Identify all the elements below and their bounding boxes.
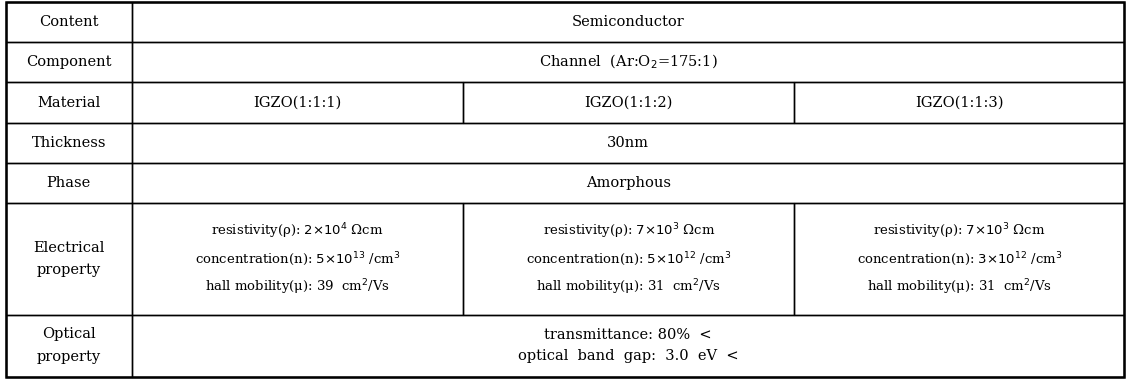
Bar xyxy=(794,82,1124,123)
Text: Optical
property: Optical property xyxy=(37,327,101,364)
Bar xyxy=(132,315,1124,377)
Bar xyxy=(6,123,132,163)
Bar xyxy=(6,163,132,203)
Bar xyxy=(132,123,1124,163)
Bar xyxy=(132,42,1124,82)
Text: hall mobility(μ): 31  cm$^2$/Vs: hall mobility(μ): 31 cm$^2$/Vs xyxy=(867,277,1052,297)
Bar xyxy=(463,203,794,315)
Text: concentration(n): $3{\times}10^{12}$ /cm$^3$: concentration(n): $3{\times}10^{12}$ /cm… xyxy=(857,250,1062,268)
Text: transmittance: 80%  <: transmittance: 80% < xyxy=(545,329,712,343)
Text: optical  band  gap:  3.0  eV  <: optical band gap: 3.0 eV < xyxy=(518,349,739,363)
Bar xyxy=(132,163,1124,203)
Text: resistivity(ρ): $7{\times}10^3$ Ωcm: resistivity(ρ): $7{\times}10^3$ Ωcm xyxy=(873,221,1045,241)
Text: resistivity(ρ): $2{\times}10^4$ Ωcm: resistivity(ρ): $2{\times}10^4$ Ωcm xyxy=(211,221,384,241)
Text: Content: Content xyxy=(40,15,98,29)
Text: resistivity(ρ): $7{\times}10^3$ Ωcm: resistivity(ρ): $7{\times}10^3$ Ωcm xyxy=(542,221,715,241)
Text: hall mobility(μ): 39  cm$^2$/Vs: hall mobility(μ): 39 cm$^2$/Vs xyxy=(205,277,390,297)
Text: hall mobility(μ): 31  cm$^2$/Vs: hall mobility(μ): 31 cm$^2$/Vs xyxy=(537,277,721,297)
Bar xyxy=(6,42,132,82)
Text: Electrical
property: Electrical property xyxy=(33,241,105,277)
Text: Channel  (Ar:O$_2$=175:1): Channel (Ar:O$_2$=175:1) xyxy=(539,53,718,72)
Text: IGZO(1:1:3): IGZO(1:1:3) xyxy=(915,96,1003,110)
Text: Component: Component xyxy=(26,55,112,69)
Text: concentration(n): $5{\times}10^{12}$ /cm$^3$: concentration(n): $5{\times}10^{12}$ /cm… xyxy=(527,250,731,268)
Bar xyxy=(132,82,463,123)
Text: IGZO(1:1:2): IGZO(1:1:2) xyxy=(584,96,673,110)
Text: IGZO(1:1:1): IGZO(1:1:1) xyxy=(253,96,341,110)
Bar xyxy=(6,2,132,42)
Text: Amorphous: Amorphous xyxy=(585,176,671,190)
Bar xyxy=(6,82,132,123)
Bar xyxy=(132,2,1124,42)
Bar xyxy=(6,203,132,315)
Text: Phase: Phase xyxy=(46,176,92,190)
Text: Semiconductor: Semiconductor xyxy=(572,15,685,29)
Bar xyxy=(463,82,794,123)
Text: concentration(n): $5{\times}10^{13}$ /cm$^3$: concentration(n): $5{\times}10^{13}$ /cm… xyxy=(194,250,400,268)
Bar xyxy=(6,315,132,377)
Text: Thickness: Thickness xyxy=(32,136,106,150)
Bar xyxy=(132,203,463,315)
Text: 30nm: 30nm xyxy=(607,136,650,150)
Text: Material: Material xyxy=(37,96,101,110)
Bar xyxy=(794,203,1124,315)
